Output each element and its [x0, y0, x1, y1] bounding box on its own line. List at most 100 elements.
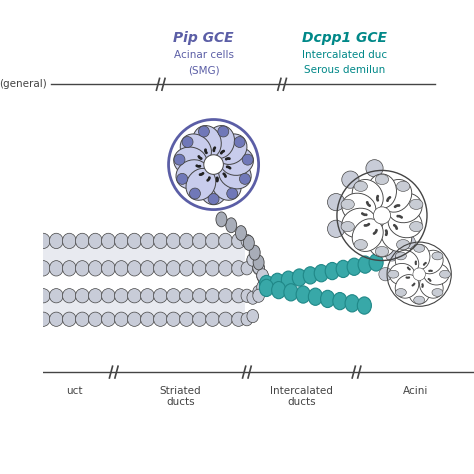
Circle shape: [204, 149, 207, 152]
Ellipse shape: [174, 147, 207, 175]
Ellipse shape: [232, 233, 246, 248]
Ellipse shape: [395, 274, 419, 298]
Text: Acini: Acini: [402, 386, 428, 396]
Circle shape: [415, 261, 417, 263]
Ellipse shape: [36, 312, 50, 327]
Ellipse shape: [249, 245, 260, 260]
Circle shape: [375, 229, 378, 232]
Ellipse shape: [180, 261, 193, 276]
Ellipse shape: [253, 285, 264, 299]
Text: Serous demilun: Serous demilun: [304, 65, 385, 75]
Ellipse shape: [219, 233, 232, 248]
Circle shape: [228, 166, 231, 169]
FancyBboxPatch shape: [41, 294, 245, 321]
Circle shape: [198, 156, 201, 159]
Circle shape: [421, 286, 424, 288]
Text: (SMG): (SMG): [188, 65, 219, 75]
Text: Dcpp1 GCE: Dcpp1 GCE: [302, 31, 387, 46]
Ellipse shape: [369, 254, 383, 271]
Ellipse shape: [216, 134, 247, 164]
Ellipse shape: [154, 289, 167, 303]
Ellipse shape: [220, 147, 254, 175]
Circle shape: [196, 165, 199, 168]
Circle shape: [367, 223, 370, 226]
Text: (general): (general): [0, 79, 47, 89]
Circle shape: [406, 276, 408, 279]
Ellipse shape: [309, 288, 322, 305]
Ellipse shape: [328, 193, 345, 211]
Ellipse shape: [243, 236, 255, 250]
Ellipse shape: [410, 221, 423, 232]
Circle shape: [389, 196, 391, 199]
Ellipse shape: [325, 263, 339, 280]
Circle shape: [386, 200, 389, 202]
Ellipse shape: [192, 289, 206, 303]
Ellipse shape: [366, 160, 383, 177]
Circle shape: [201, 173, 203, 175]
Ellipse shape: [375, 246, 389, 256]
Circle shape: [412, 283, 415, 286]
Ellipse shape: [75, 312, 89, 327]
Ellipse shape: [381, 180, 412, 212]
Ellipse shape: [282, 271, 295, 288]
Ellipse shape: [367, 174, 396, 209]
Circle shape: [366, 224, 369, 227]
Ellipse shape: [89, 261, 102, 276]
Ellipse shape: [49, 289, 63, 303]
Ellipse shape: [320, 290, 335, 308]
Circle shape: [198, 165, 200, 168]
Circle shape: [385, 229, 388, 232]
Ellipse shape: [409, 244, 430, 270]
Circle shape: [200, 157, 202, 160]
Ellipse shape: [354, 239, 367, 250]
Circle shape: [429, 270, 432, 272]
Ellipse shape: [49, 261, 63, 276]
Circle shape: [207, 178, 210, 181]
Circle shape: [408, 267, 410, 270]
Ellipse shape: [219, 312, 232, 327]
Ellipse shape: [206, 312, 219, 327]
Ellipse shape: [342, 193, 376, 223]
Circle shape: [361, 212, 364, 215]
Circle shape: [400, 216, 403, 219]
Circle shape: [362, 213, 365, 216]
Circle shape: [407, 266, 409, 269]
Circle shape: [227, 165, 229, 168]
Ellipse shape: [192, 261, 206, 276]
Circle shape: [398, 204, 401, 207]
Ellipse shape: [328, 220, 345, 237]
Ellipse shape: [333, 292, 347, 310]
Ellipse shape: [63, 261, 76, 276]
Circle shape: [220, 152, 223, 155]
Ellipse shape: [154, 261, 167, 276]
Ellipse shape: [141, 233, 154, 248]
Ellipse shape: [206, 126, 235, 158]
Text: Acinar cells: Acinar cells: [174, 50, 234, 60]
Ellipse shape: [354, 181, 367, 191]
Ellipse shape: [342, 208, 376, 238]
Circle shape: [428, 270, 430, 272]
Ellipse shape: [154, 233, 167, 248]
Ellipse shape: [232, 261, 246, 276]
Ellipse shape: [227, 188, 237, 199]
Ellipse shape: [200, 172, 228, 205]
Ellipse shape: [190, 188, 201, 199]
Ellipse shape: [232, 289, 246, 303]
Circle shape: [395, 227, 398, 230]
Circle shape: [199, 165, 201, 168]
Ellipse shape: [388, 193, 422, 223]
Ellipse shape: [101, 289, 115, 303]
Ellipse shape: [208, 193, 219, 204]
Circle shape: [387, 197, 390, 200]
Ellipse shape: [166, 233, 180, 248]
Ellipse shape: [357, 297, 372, 314]
Ellipse shape: [63, 312, 76, 327]
Ellipse shape: [345, 295, 359, 312]
Circle shape: [428, 278, 430, 280]
Ellipse shape: [219, 261, 232, 276]
Circle shape: [395, 205, 398, 207]
Circle shape: [425, 262, 427, 264]
Ellipse shape: [424, 264, 449, 285]
Ellipse shape: [192, 126, 221, 158]
Circle shape: [376, 198, 379, 201]
